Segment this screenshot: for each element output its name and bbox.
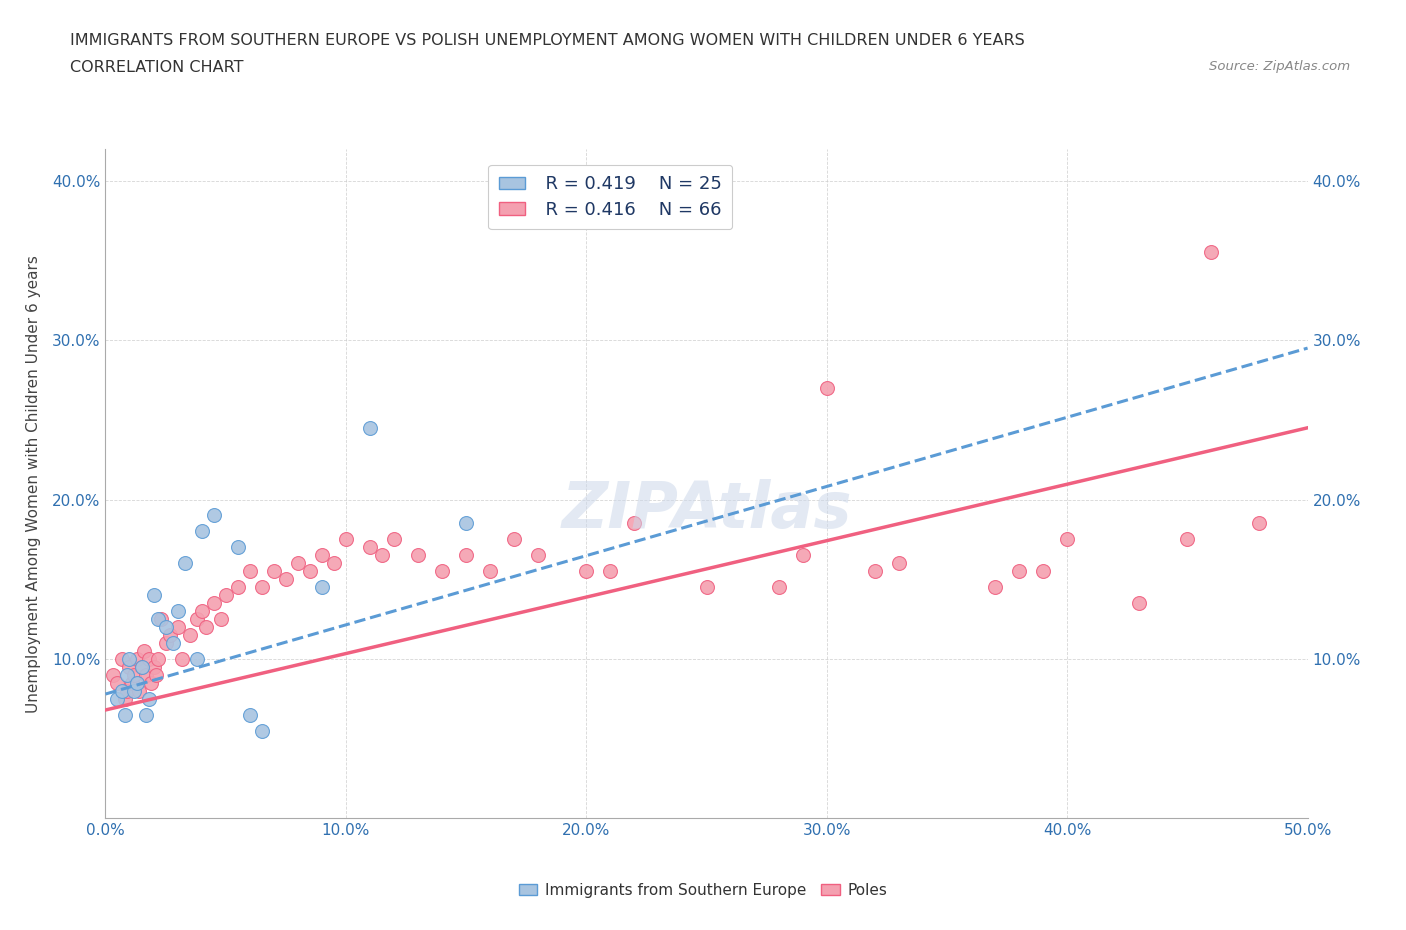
Point [101, 668, 124, 683]
Point [111, 684, 134, 698]
Point [132, 644, 155, 658]
Point [1056, 532, 1078, 547]
Point [239, 708, 262, 723]
Point [166, 619, 188, 634]
Point [371, 548, 394, 563]
Text: CORRELATION CHART: CORRELATION CHART [70, 60, 243, 75]
Legend: Immigrants from Southern Europe, Poles: Immigrants from Southern Europe, Poles [513, 877, 893, 904]
Point [138, 652, 160, 667]
Text: IMMIGRANTS FROM SOUTHERN EUROPE VS POLISH UNEMPLOYMENT AMONG WOMEN WITH CHILDREN: IMMIGRANTS FROM SOUTHERN EUROPE VS POLIS… [70, 33, 1025, 47]
Point [479, 564, 502, 578]
Text: ZIPAtlas: ZIPAtlas [561, 479, 852, 541]
Point [359, 420, 381, 435]
Point [139, 675, 162, 690]
Legend:   R = 0.419    N = 25,   R = 0.416    N = 66: R = 0.419 N = 25, R = 0.416 N = 66 [488, 165, 733, 230]
Point [149, 612, 172, 627]
Point [190, 524, 212, 538]
Point [148, 612, 170, 627]
Point [406, 548, 429, 563]
Point [226, 579, 249, 594]
Point [128, 684, 150, 698]
Point [179, 628, 201, 643]
Point [142, 659, 165, 674]
Point [114, 691, 136, 706]
Point [118, 659, 141, 674]
Point [159, 628, 181, 643]
Point [138, 691, 160, 706]
Point [195, 619, 218, 634]
Point [863, 564, 886, 578]
Point [274, 572, 297, 587]
Point [696, 579, 718, 594]
Point [142, 588, 165, 603]
Point [166, 604, 188, 618]
Point [815, 380, 838, 395]
Point [311, 579, 333, 594]
Point [162, 635, 184, 650]
Point [430, 564, 453, 578]
Point [335, 532, 357, 547]
Point [209, 612, 232, 627]
Point [298, 564, 321, 578]
Point [107, 691, 129, 706]
Point [114, 708, 136, 723]
Point [263, 564, 285, 578]
Point [124, 668, 146, 683]
Point [131, 659, 153, 674]
Point [1175, 532, 1198, 547]
Point [322, 556, 344, 571]
Point [124, 684, 146, 698]
Point [155, 635, 177, 650]
Point [382, 532, 405, 547]
Point [131, 659, 153, 674]
Point [135, 668, 157, 683]
Point [125, 675, 148, 690]
Point [155, 619, 177, 634]
Point [984, 579, 1007, 594]
Point [190, 604, 212, 618]
Point [1008, 564, 1031, 578]
Point [135, 708, 157, 723]
Point [287, 556, 309, 571]
Point [186, 652, 208, 667]
Point [527, 548, 550, 563]
Point [239, 564, 262, 578]
Point [575, 564, 598, 578]
Point [1201, 245, 1223, 259]
Point [226, 540, 249, 555]
Point [1128, 596, 1150, 611]
Point [250, 579, 273, 594]
Point [118, 652, 141, 667]
Point [186, 612, 208, 627]
Point [1032, 564, 1054, 578]
Point [121, 675, 143, 690]
Point [125, 652, 148, 667]
Point [173, 556, 195, 571]
Point [214, 588, 236, 603]
Point [172, 652, 194, 667]
Point [107, 675, 129, 690]
Point [115, 668, 138, 683]
Point [250, 724, 273, 738]
Point [202, 508, 225, 523]
Point [503, 532, 526, 547]
Point [111, 652, 134, 667]
Point [768, 579, 790, 594]
Point [887, 556, 910, 571]
Point [202, 596, 225, 611]
Point [1249, 516, 1271, 531]
Text: Source: ZipAtlas.com: Source: ZipAtlas.com [1209, 60, 1350, 73]
Point [454, 548, 477, 563]
Point [792, 548, 814, 563]
Point [145, 668, 167, 683]
Point [623, 516, 645, 531]
Point [148, 652, 170, 667]
Point [115, 684, 138, 698]
Point [454, 516, 477, 531]
Point [311, 548, 333, 563]
Y-axis label: Unemployment Among Women with Children Under 6 years: Unemployment Among Women with Children U… [25, 255, 41, 712]
Point [599, 564, 621, 578]
Point [359, 540, 381, 555]
